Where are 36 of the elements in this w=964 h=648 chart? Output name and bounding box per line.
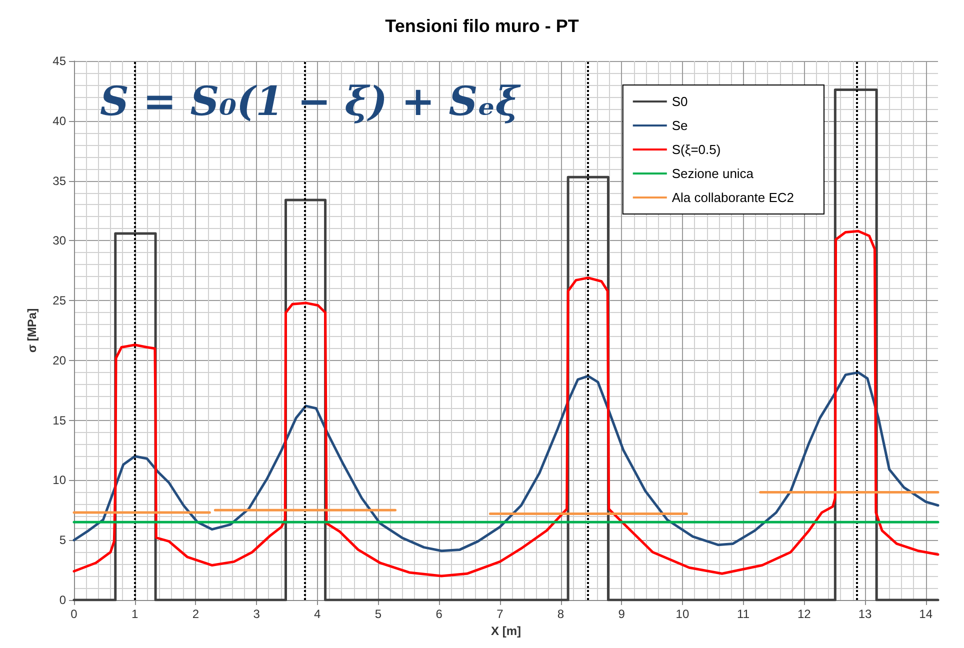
y-tick-label: 30: [52, 234, 66, 248]
y-tick-label: 45: [52, 54, 66, 68]
line-series: [72, 371, 940, 552]
x-tick-label: 12: [797, 607, 812, 621]
y-tick-label: 20: [52, 353, 66, 368]
line-series: [72, 230, 940, 578]
x-tick-label: 7: [496, 607, 504, 621]
x-tick-label: 0: [70, 607, 78, 621]
x-tick-label: 1: [132, 607, 138, 621]
x-tick-label: 9: [618, 607, 626, 621]
legend-label: Se: [672, 118, 688, 133]
x-tick-label: 14: [919, 607, 933, 621]
y-tick-label: 0: [59, 593, 66, 607]
legend-label: Sezione unica: [672, 166, 754, 181]
x-tick-label: 8: [557, 607, 564, 621]
y-tick-label: 15: [52, 413, 66, 428]
x-tick-label: 13: [858, 607, 872, 621]
x-tick-label: 2: [192, 607, 200, 621]
y-axis-title: σ [MPa]: [25, 308, 39, 353]
x-tick-label: 4: [314, 607, 322, 621]
legend-label: Ala collaborante EC2: [672, 190, 794, 205]
annotation: S = S₀(1 − ξ) + Sₑξ: [100, 78, 520, 125]
y-tick-label: 35: [52, 174, 66, 188]
x-tick-label: 5: [374, 607, 382, 621]
x-tick-label: 3: [253, 607, 260, 621]
x-tick-label: 6: [436, 607, 443, 621]
y-tick-label: 25: [52, 294, 66, 308]
legend-label: S0: [672, 94, 688, 109]
x-axis-title: X [m]: [491, 624, 522, 638]
x-tick-label: 11: [737, 607, 750, 621]
y-tick-label: 5: [59, 533, 66, 548]
x-tick-label: 10: [676, 607, 690, 621]
y-tick-label: 40: [52, 114, 66, 128]
legend-label: S(ξ=0.5): [672, 142, 721, 157]
chart-title: Tensioni filo muro - PT: [385, 16, 579, 36]
y-tick-label: 10: [52, 473, 66, 488]
